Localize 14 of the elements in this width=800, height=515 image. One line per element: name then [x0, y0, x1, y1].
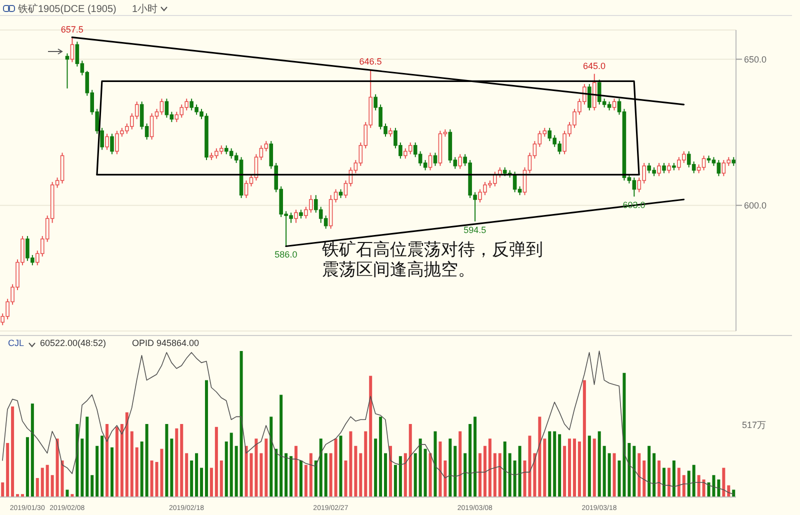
chart-title: 铁矿1905(DCE (1905)	[18, 2, 116, 16]
annotation: 594.5	[464, 224, 486, 235]
text: 517万	[742, 419, 766, 432]
y-tick-label: 600.0	[744, 200, 767, 211]
chart-title: CJL	[8, 338, 24, 348]
annotation: 645.0	[583, 60, 606, 71]
annotation: 586.0	[274, 250, 298, 260]
annotation: 646.5	[359, 56, 382, 66]
text: 60522.00(48:52)	[40, 338, 106, 348]
annotation: 铁矿石高位震荡对待，反弹到震荡区间逢高抛空。	[322, 240, 544, 280]
text: OPID 945864.00	[132, 338, 200, 348]
chart-subtitle: 1小时	[132, 2, 158, 16]
annotation: 657.5	[60, 24, 84, 34]
y-tick-label: 650.0	[744, 54, 767, 64]
